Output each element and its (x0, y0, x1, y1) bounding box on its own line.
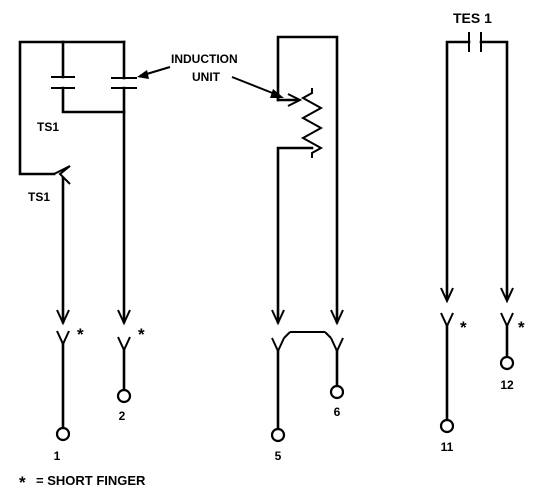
legend-star: * (19, 473, 26, 492)
arrow-down-icon (271, 309, 285, 326)
legend-text: = SHORT FINGER (36, 473, 146, 488)
terminal-label: 6 (334, 405, 341, 419)
left-circuit (18, 40, 137, 442)
arrow-down-icon (500, 287, 514, 304)
induction-callout (137, 66, 284, 98)
induction-unit-label: INDUCTION (171, 52, 238, 66)
short-finger-star: * (460, 318, 467, 337)
arrow-down-icon (440, 287, 454, 304)
terminal-label: 12 (500, 378, 514, 392)
short-finger-star: * (77, 325, 84, 344)
terminal-12 (499, 355, 515, 371)
ts1-capacitor-label: TS1 (37, 120, 59, 134)
short-finger-contact-2 (117, 336, 131, 353)
arrow-right-icon (287, 93, 303, 107)
terminal-6 (329, 384, 345, 400)
arrow-down-icon (117, 309, 131, 326)
induction-resistor (300, 88, 324, 158)
terminal-5 (270, 427, 286, 443)
middle-frame-wire (276, 35, 339, 324)
arrow-down-icon (56, 309, 70, 326)
terminal-11 (439, 418, 455, 434)
terminal-label: 11 (441, 440, 454, 454)
cap1-bottom-wire (61, 86, 126, 114)
induction-unit-label-2: UNIT (192, 70, 221, 84)
short-finger-star: * (518, 318, 525, 337)
terminal-label: 1 (54, 449, 61, 463)
arrow-down-icon (330, 309, 344, 326)
short-finger-contact-1 (56, 330, 70, 347)
contact-6 (330, 337, 344, 354)
left-frame-wire (18, 40, 126, 176)
arrow-right-icon (270, 89, 284, 98)
tes1-right-wire (479, 40, 509, 300)
tes1-label: TES 1 (453, 10, 492, 26)
right-circuit (439, 32, 515, 434)
contact-5 (271, 337, 285, 354)
short-finger-contact-11 (440, 312, 454, 329)
short-finger-contact-12 (500, 312, 514, 329)
ts1-switch-label: TS1 (28, 190, 50, 204)
resistor-lower-wire (276, 146, 314, 324)
ts1-switch-contact (53, 165, 71, 185)
terminal-label: 5 (275, 449, 282, 463)
tes1-left-wire (445, 40, 471, 300)
short-finger-star: * (138, 325, 145, 344)
middle-circuit (270, 35, 345, 443)
terminal-2 (116, 388, 132, 404)
terminal-label: 2 (119, 409, 126, 423)
shorting-bar-right (324, 331, 332, 339)
shorting-bar-left (283, 331, 291, 339)
terminal-1 (55, 426, 71, 442)
arrow-left-icon (137, 70, 149, 79)
